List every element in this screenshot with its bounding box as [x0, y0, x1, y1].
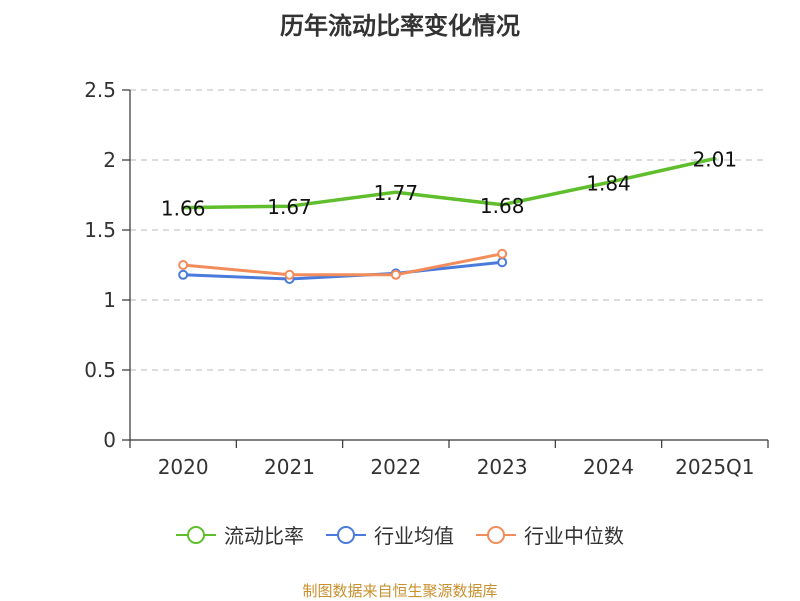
legend-marker-industry-mean — [326, 525, 366, 544]
legend-label-current-ratio: 流动比率 — [224, 524, 304, 548]
data-label-current-ratio: 1.68 — [480, 194, 525, 218]
data-label-current-ratio: 2.01 — [693, 148, 738, 172]
data-label-current-ratio: 1.84 — [586, 171, 631, 195]
x-tick-label: 2025Q1 — [675, 455, 754, 479]
series-line-current-ratio — [181, 156, 717, 210]
data-point-industry-median — [390, 269, 401, 280]
grid-lines — [130, 89, 768, 371]
y-tick-label: 2.5 — [84, 78, 116, 102]
axes: 0 0.5 1 1.5 2 2.5 2020 2021 2022 2023 2024 2025Q1 — [84, 78, 769, 479]
legend-item-industry-median[interactable]: 行业中位数 — [476, 520, 624, 549]
chart-title: 历年流动比率变化情况 — [280, 12, 520, 40]
x-tick-label: 2021 — [264, 455, 315, 479]
data-label-current-ratio: 1.77 — [374, 181, 419, 205]
data-point-industry-mean — [178, 269, 189, 280]
source-note: 制图数据来自恒生聚源数据库 — [302, 582, 498, 600]
data-point-industry-median — [178, 260, 189, 270]
data-point-industry-mean — [497, 257, 508, 268]
legend-marker-current-ratio — [176, 525, 216, 544]
y-tick-label: 0 — [103, 428, 116, 452]
data-label-current-ratio: 1.66 — [161, 197, 206, 221]
x-tick-label: 2023 — [477, 455, 528, 479]
data-label-current-ratio: 1.67 — [267, 195, 312, 219]
legend-item-current-ratio[interactable]: 流动比率 — [176, 520, 304, 549]
y-tick-label: 1.5 — [84, 218, 116, 242]
legend-label-industry-mean: 行业均值 — [374, 524, 454, 548]
x-tick-label: 2022 — [370, 455, 421, 479]
x-tick-label: 2024 — [583, 455, 634, 479]
legend-item-industry-mean[interactable]: 行业均值 — [326, 520, 454, 549]
legend-marker-industry-median — [476, 525, 516, 544]
data-point-industry-median — [497, 248, 508, 259]
y-tick-label: 0.5 — [84, 358, 116, 382]
y-tick-label: 1 — [103, 288, 116, 312]
y-tick-label: 2 — [103, 148, 116, 172]
series-line-industry-median — [181, 252, 504, 277]
data-labels: 1.66 1.67 1.77 1.68 1.84 2.01 — [161, 148, 737, 221]
data-point-industry-median — [284, 269, 295, 280]
legend-label-industry-median: 行业中位数 — [524, 524, 624, 548]
legend: 流动比率 行业均值 行业中位数 — [0, 520, 800, 549]
x-tick-label: 2020 — [158, 455, 209, 479]
series-lines — [178, 156, 717, 284]
